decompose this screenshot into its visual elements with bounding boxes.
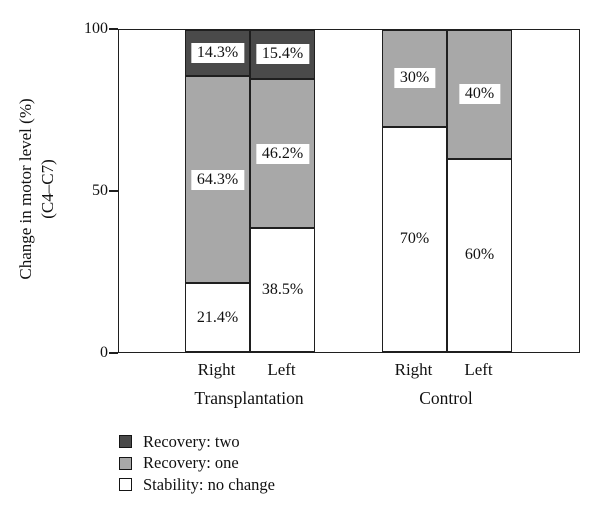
- plot-area: 21.4% 64.3% 14.3% 38.5% 46.2% 15.4% 70% 30% 60% 4…: [118, 29, 580, 353]
- legend-swatch: [119, 456, 132, 470]
- segment-value-label: 38.5%: [255, 280, 310, 300]
- legend-item: Stability: no change: [119, 474, 275, 496]
- legend-item: Recovery: one: [119, 453, 275, 475]
- segment-value-label: 15.4%: [255, 44, 310, 65]
- segment-value-label: 60%: [458, 245, 501, 266]
- legend-label: Stability: no change: [143, 474, 275, 494]
- bar-transplantation-right: 21.4% 64.3% 14.3%: [185, 30, 250, 352]
- y-tick-label-50: 50: [92, 182, 108, 199]
- segment-value-label: 30%: [393, 68, 436, 89]
- bar-control-left: 60% 40%: [447, 30, 512, 352]
- segment-value-label: 64.3%: [190, 169, 245, 190]
- y-axis-title-line1: Change in motor level (%): [16, 98, 35, 280]
- x-tick-label-right: Right: [197, 360, 236, 379]
- segment-value-label: 70%: [393, 229, 436, 250]
- bar-transplantation-left: 38.5% 46.2% 15.4%: [250, 29, 315, 352]
- y-tick-mark: [109, 28, 118, 30]
- y-tick-mark: [109, 352, 118, 354]
- x-tick-label-left: Left: [464, 360, 493, 379]
- segment-value-label: 14.3%: [190, 43, 245, 64]
- x-tick-label-right: Right: [394, 360, 433, 379]
- x-tick-label-left: Left: [267, 360, 296, 379]
- legend-swatch: [119, 478, 132, 492]
- bar-segment-recovery: [382, 30, 447, 127]
- legend-label: Recovery: two: [143, 431, 240, 451]
- y-tick-label-100: 100: [84, 20, 108, 37]
- group-label-control: Control: [419, 388, 473, 408]
- legend-label: Recovery: one: [143, 453, 239, 473]
- segment-value-label: 21.4%: [190, 307, 245, 328]
- legend: Recovery: two Recovery: one Stability: no …: [119, 431, 275, 496]
- segment-value-label: 46.2%: [255, 143, 310, 164]
- y-axis-title-line2: (C4–C7): [38, 159, 57, 219]
- segment-value-label: 40%: [458, 84, 501, 105]
- legend-swatch: [119, 435, 132, 449]
- group-label-transplantation: Transplantation: [194, 388, 304, 408]
- y-axis-title: Change in motor level (%) (C4–C7): [15, 27, 59, 351]
- legend-item: Recovery: two: [119, 431, 275, 453]
- y-tick-label-0: 0: [100, 344, 108, 361]
- y-tick-mark: [109, 190, 118, 192]
- bar-control-right: 70% 30%: [382, 30, 447, 352]
